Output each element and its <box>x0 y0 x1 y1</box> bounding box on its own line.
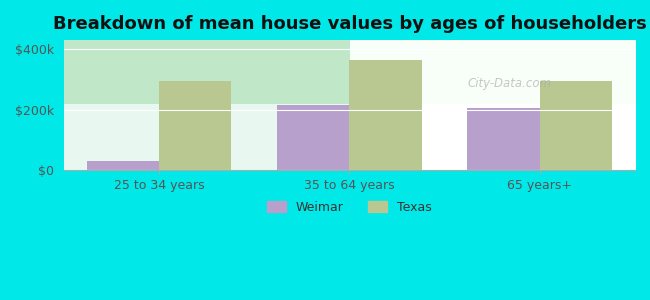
Bar <box>467 108 540 170</box>
Bar <box>159 81 231 170</box>
Bar <box>86 161 159 170</box>
Bar <box>350 60 422 170</box>
Text: City-Data.com: City-Data.com <box>468 77 552 91</box>
Bar <box>540 81 612 170</box>
Title: Breakdown of mean house values by ages of householders: Breakdown of mean house values by ages o… <box>53 15 646 33</box>
Legend: Weimar, Texas: Weimar, Texas <box>262 196 437 219</box>
Bar <box>277 105 350 170</box>
